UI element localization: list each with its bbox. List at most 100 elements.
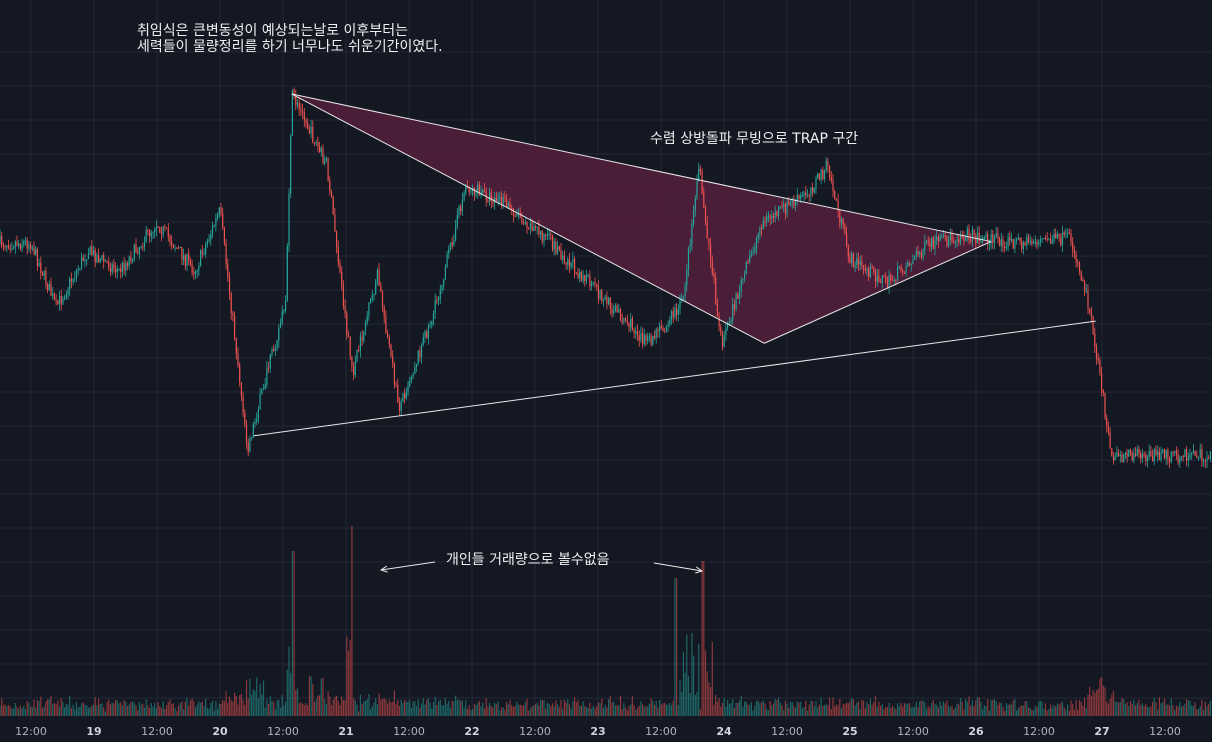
volume-bar	[696, 691, 698, 716]
volume-bar	[1019, 706, 1021, 716]
volume-bar	[747, 704, 749, 716]
candle-body	[201, 250, 203, 255]
volume-bar	[230, 700, 232, 716]
candle-body	[24, 240, 27, 242]
volume-bar	[21, 708, 23, 716]
volume-bar	[626, 710, 628, 716]
volume-bar	[757, 700, 759, 716]
candle-body	[1019, 237, 1021, 242]
volume-bar	[206, 707, 208, 716]
volume-bar	[191, 698, 193, 716]
volume-bar	[944, 703, 946, 716]
candle-body	[1121, 454, 1123, 463]
candle-body	[405, 392, 407, 399]
volume-bar	[106, 702, 108, 716]
time-axis[interactable]: 12:00 19 12:00 20 12:00 21 12:00 22 12:00 23 12:00…	[0, 720, 1212, 742]
candle-body	[1072, 242, 1074, 251]
volume-bar	[902, 706, 904, 716]
volume-bar	[597, 702, 599, 716]
volume-bar	[303, 705, 305, 716]
volume-bar	[152, 706, 154, 716]
candle-body	[1146, 456, 1149, 461]
time-tick-label: 12:00	[1023, 725, 1055, 738]
volume-bar	[53, 703, 55, 716]
candle-body	[1090, 311, 1092, 317]
candle-body	[324, 158, 326, 164]
volume-bar	[208, 708, 210, 716]
volume-bar	[801, 708, 803, 716]
volume-bar	[847, 703, 849, 716]
candle-body	[699, 168, 701, 172]
volume-bar	[1, 698, 3, 716]
volume-bar	[189, 700, 191, 716]
volume-bar	[927, 705, 929, 716]
candle-body	[470, 191, 472, 193]
volume-bar	[980, 701, 982, 716]
volume-bar	[805, 700, 807, 716]
candle-body	[1186, 449, 1188, 461]
volume-bar	[591, 708, 593, 716]
candle-body	[626, 320, 628, 323]
volume-bar	[693, 655, 695, 716]
candle-body	[111, 264, 113, 272]
candle-body	[657, 329, 659, 332]
volume-bar	[266, 699, 268, 716]
volume-bar	[582, 701, 584, 716]
volume-bar	[220, 703, 222, 716]
candle-body	[514, 215, 516, 217]
volume-bar	[1145, 703, 1147, 716]
candle-body	[764, 220, 766, 222]
candle-body	[58, 296, 61, 305]
candle-body	[128, 256, 130, 266]
volume-bar	[636, 707, 639, 716]
volume-bar	[1111, 694, 1113, 716]
candle-body	[1194, 450, 1196, 456]
candle-body	[1094, 333, 1096, 347]
volume-bar	[1080, 701, 1082, 716]
candle-body	[987, 234, 989, 245]
volume-bar	[341, 696, 343, 716]
volume-bar	[1131, 703, 1133, 716]
candle-body	[346, 313, 348, 335]
volume-bar	[876, 706, 878, 716]
volume-bar	[378, 693, 380, 716]
candle-body	[886, 282, 888, 287]
candle-body	[1005, 246, 1007, 249]
candle-body	[701, 171, 703, 194]
volume-bar	[659, 699, 661, 716]
candle-body	[866, 268, 868, 271]
candle-body	[934, 240, 936, 249]
volume-bar	[951, 705, 953, 716]
volume-bar	[130, 702, 132, 716]
volume-bar	[949, 706, 951, 716]
candle-body	[516, 214, 518, 217]
volume-bar	[113, 703, 115, 716]
candle-body	[873, 267, 875, 272]
volume-bar	[1009, 704, 1011, 716]
volume-bar	[203, 706, 205, 716]
volume-bar	[240, 693, 242, 716]
volume-bar	[111, 702, 113, 716]
candle-body	[507, 203, 509, 207]
candle-body	[225, 242, 227, 265]
candle-body	[113, 264, 115, 269]
volume-bar	[706, 671, 708, 716]
candle-body	[288, 193, 290, 246]
volume-bar	[1172, 705, 1174, 716]
lower-left-trendline	[291, 93, 765, 344]
candle-body	[715, 278, 717, 305]
candle-body	[444, 267, 446, 280]
volume-bar	[421, 703, 423, 716]
day-tick-label: 24	[716, 725, 732, 738]
candle-body	[524, 222, 526, 224]
candle-body	[801, 195, 803, 197]
candle-body	[599, 290, 601, 299]
volume-bar	[215, 701, 217, 716]
volume-bar	[602, 707, 605, 716]
volume-bar	[339, 704, 341, 716]
volume-bar	[842, 704, 844, 716]
candle-body	[361, 336, 363, 341]
volume-bar	[560, 700, 562, 716]
